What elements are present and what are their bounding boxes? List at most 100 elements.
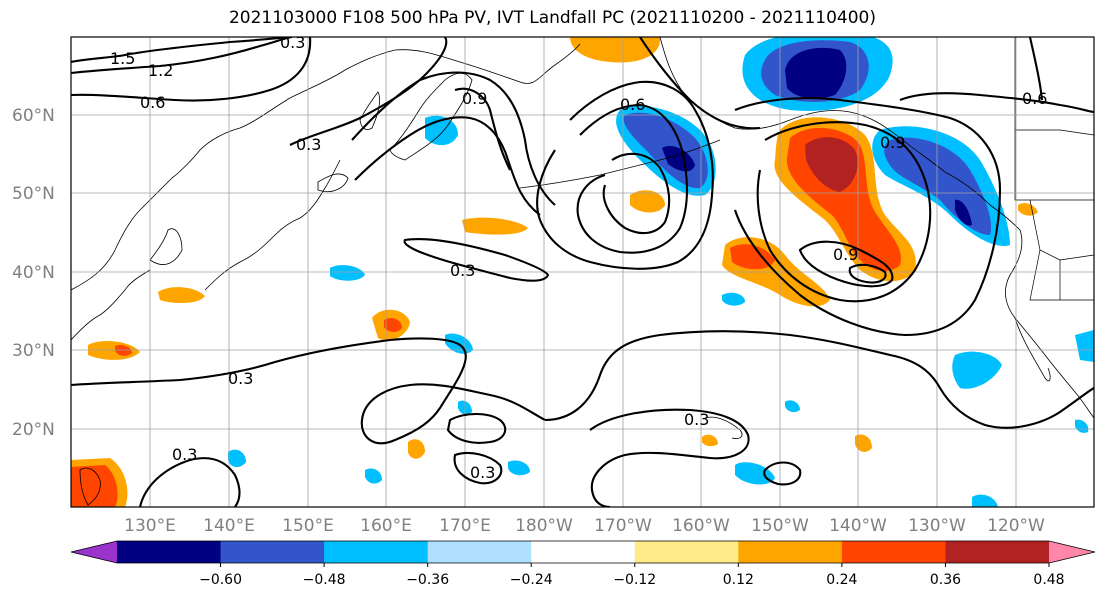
contour-0p3-hawaii (589, 408, 750, 507)
colorbar-extend-low (71, 541, 117, 563)
coast-philippines (79, 467, 101, 506)
shade-positive-south1 (408, 439, 425, 459)
shade-positive-south2 (855, 434, 872, 452)
shade-negative-south1 (228, 449, 246, 468)
coast-asia (71, 43, 581, 291)
lat-label-20: 20°N (12, 420, 55, 440)
lon-label: 180°W (515, 516, 573, 536)
shade-positive-aleutian (630, 190, 665, 213)
contour-trough-outer (536, 80, 714, 270)
contour-label: 0.9 (462, 89, 487, 108)
coast-hokkaido (317, 173, 349, 193)
lon-label: 140°W (829, 516, 887, 536)
lon-label: 150°W (751, 516, 809, 536)
shade-negative-baja (952, 351, 1002, 389)
shade-negative-aleutian-peak (662, 145, 695, 172)
coast-baja (1014, 317, 1051, 382)
contour-trough-inner (602, 152, 671, 235)
colorbar-extend-high (1049, 541, 1095, 563)
coast-china (71, 269, 151, 341)
latitude-labels: 60°N 50°N 40°N 30°N 20°N (12, 106, 55, 440)
shade-negative-south4 (508, 460, 530, 476)
pv-contours (71, 37, 1094, 507)
shade-positive-gulf-peak (805, 137, 858, 192)
shade-positive-taiwan-core (115, 344, 132, 356)
shade-negative-south6 (785, 400, 800, 413)
contour-0p3-band (351, 71, 556, 206)
shade-positive-coast (1018, 202, 1038, 216)
lon-label: 170°W (594, 516, 652, 536)
shade-positive-philippines-core (71, 465, 118, 507)
contour-labels: 1.5 1.2 0.6 0.3 0.9 0.3 0.9 0.6 0.9 0.3 … (110, 37, 1047, 482)
contour-1p2 (71, 37, 293, 75)
contour-label: 1.2 (148, 61, 173, 80)
contour-0p6-ne (1028, 37, 1044, 101)
shade-negative-mid3 (722, 292, 745, 306)
lat-label-40: 40°N (12, 263, 55, 283)
lon-label: 150°E (282, 516, 334, 536)
colorbar-swatch (117, 541, 222, 563)
contour-0p3-dl-loop (446, 412, 507, 444)
lat-label-60: 60°N (12, 106, 55, 126)
contour-0p3-mid (403, 237, 550, 282)
lon-label: 120°W (987, 516, 1045, 536)
contour-0p9-inner (454, 87, 511, 171)
page-title: 2021103000 F108 500 hPa PV, IVT Landfall… (228, 8, 876, 28)
contour-label: 0.6 (1022, 89, 1047, 108)
contour-0p9-loop (848, 263, 887, 284)
colorbar-swatch (841, 541, 946, 563)
shade-negative-south5 (735, 462, 775, 485)
contour-label: 0.3 (684, 410, 709, 429)
contour-ridge (639, 37, 761, 130)
contour-label: 0.3 (228, 369, 253, 388)
contour-gulf-outer (734, 96, 1002, 337)
map-panel: 1.5 1.2 0.6 0.3 0.9 0.3 0.9 0.6 0.9 0.3 … (71, 37, 1094, 507)
colorbar-tick-label: 0.48 (1033, 572, 1064, 588)
lon-label: 160°E (360, 516, 412, 536)
lat-label-30: 30°N (12, 341, 55, 361)
contour-label: 0.6 (140, 93, 165, 112)
lon-label: 130°W (908, 516, 966, 536)
lon-label: 160°W (672, 516, 730, 536)
shade-positive-central-core (730, 244, 775, 270)
shade-negative-south2 (365, 468, 382, 484)
colorbar-swatch (531, 541, 636, 563)
colorbar-swatch (634, 541, 739, 563)
contour-1p5 (71, 37, 291, 64)
shade-negative-mexico (1075, 330, 1094, 362)
coast-hawaii (704, 416, 743, 439)
shade-negative-alaska-peak (785, 47, 847, 99)
shade-positive-south3 (702, 434, 718, 447)
shade-positive-japan (158, 287, 205, 304)
contour-0p6-west (71, 37, 312, 102)
colorbar-tick-label: −0.12 (613, 572, 656, 588)
colorbar-tick-label: 0.12 (723, 572, 754, 588)
shade-negative-se2 (1075, 419, 1089, 433)
coast-namerica (1005, 229, 1094, 419)
coast-japan (204, 159, 341, 291)
shade-negative-mid1 (330, 265, 365, 281)
colorbar-tick-label: −0.48 (303, 572, 346, 588)
contour-gulf-inner (798, 240, 894, 288)
coast-kamchatka (389, 72, 473, 161)
colorbar-swatch (427, 541, 532, 563)
map-frame (70, 36, 1095, 508)
lat-label-50: 50°N (12, 184, 55, 204)
political-borders (1014, 37, 1094, 301)
contour-0p3-sw (138, 457, 241, 507)
contour-trough-mid (576, 103, 688, 254)
contour-0p6-pnw (899, 92, 1094, 114)
lon-label: 170°E (439, 516, 491, 536)
colorbar-swatch (945, 541, 1050, 563)
shade-positive-dateline (462, 217, 528, 235)
shade-negative-pnw-peak (955, 199, 972, 226)
shade-positive-bering (570, 37, 661, 63)
contour-label: 0.3 (450, 261, 475, 280)
contour-gulf-mid (756, 121, 932, 303)
contour-label: 0.3 (470, 463, 495, 482)
colorbar-tick-label: −0.36 (406, 572, 449, 588)
contour-label: 0.9 (880, 133, 905, 152)
longitude-labels: 130°E 140°E 150°E 160°E 170°E 180°W 170°… (124, 516, 1045, 536)
contour-label: 1.5 (110, 49, 135, 68)
